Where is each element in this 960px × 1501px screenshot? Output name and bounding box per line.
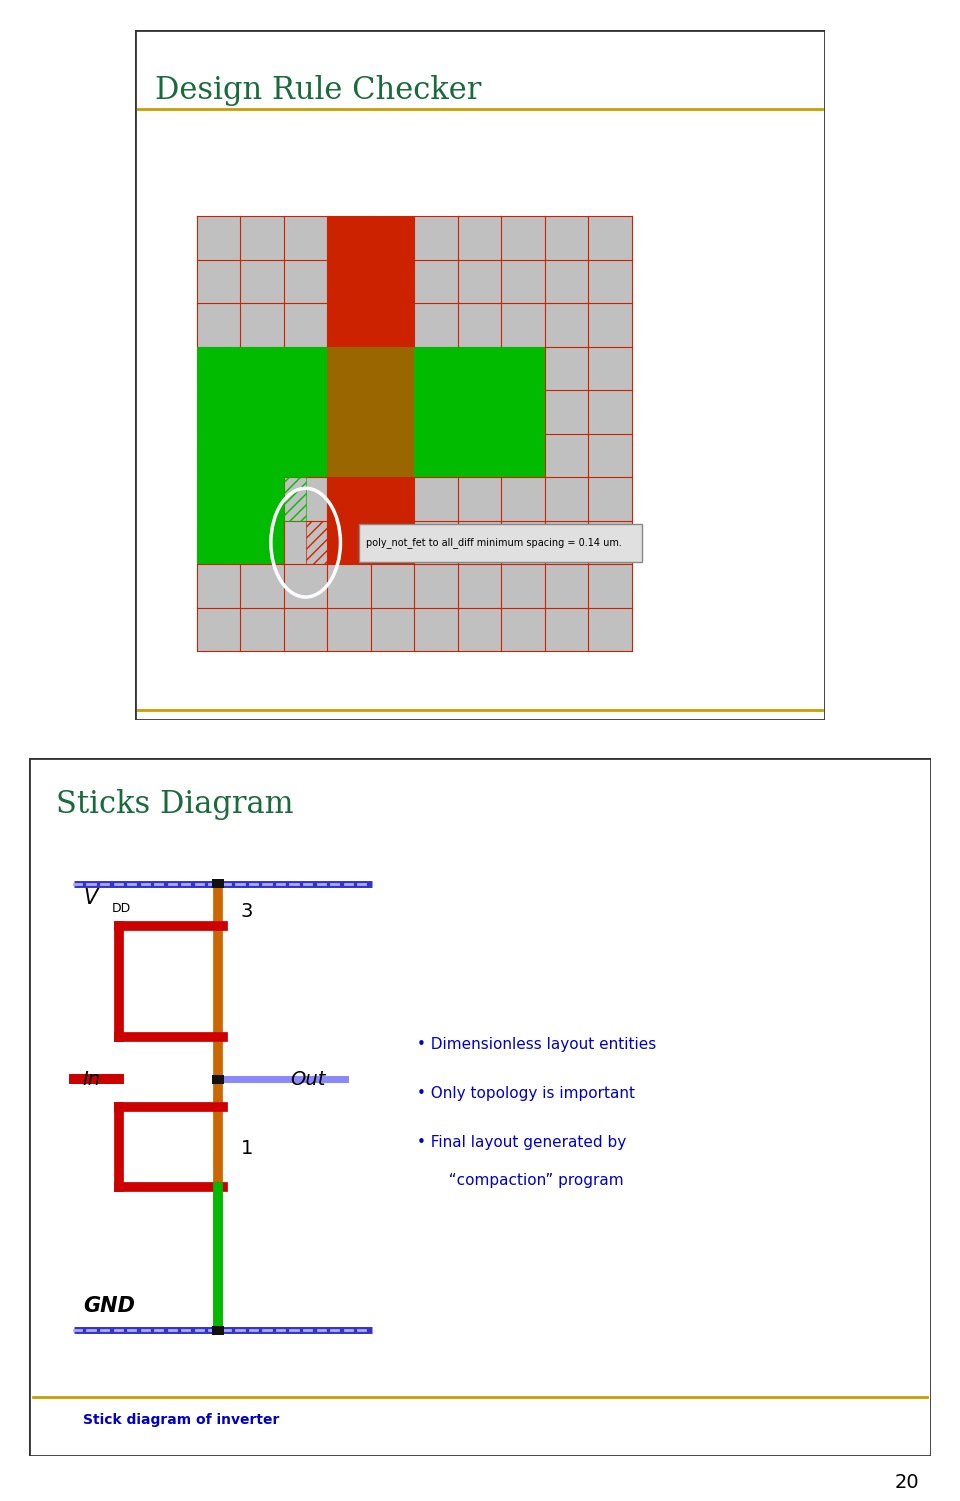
Bar <box>197 347 545 477</box>
FancyBboxPatch shape <box>359 524 642 561</box>
Text: • Only topology is important: • Only topology is important <box>417 1087 635 1102</box>
Bar <box>305 521 327 564</box>
Text: $V$: $V$ <box>83 887 101 908</box>
Bar <box>197 216 632 651</box>
Text: 20: 20 <box>895 1472 920 1492</box>
Text: • Final layout generated by: • Final layout generated by <box>417 1135 626 1150</box>
Bar <box>212 880 225 889</box>
Text: Design Rule Checker: Design Rule Checker <box>156 75 482 107</box>
FancyBboxPatch shape <box>134 30 826 720</box>
Text: In: In <box>83 1070 101 1088</box>
Bar <box>284 477 305 521</box>
Text: Out: Out <box>291 1070 325 1088</box>
Bar <box>327 216 415 434</box>
Bar <box>212 1325 225 1334</box>
Bar <box>327 477 415 564</box>
Text: “compaction” program: “compaction” program <box>440 1174 624 1189</box>
Text: • Dimensionless layout entities: • Dimensionless layout entities <box>417 1037 656 1052</box>
Bar <box>212 1075 225 1084</box>
Bar <box>197 477 284 564</box>
Text: DD: DD <box>111 902 132 914</box>
Text: Sticks Diagram: Sticks Diagram <box>56 790 294 821</box>
FancyBboxPatch shape <box>29 758 931 1456</box>
Text: GND: GND <box>83 1295 135 1316</box>
Bar <box>327 347 415 477</box>
Text: 1: 1 <box>241 1139 253 1159</box>
Text: 3: 3 <box>241 902 253 922</box>
Text: poly_not_fet to all_diff minimum spacing = 0.14 um.: poly_not_fet to all_diff minimum spacing… <box>366 537 621 548</box>
Text: Stick diagram of inverter: Stick diagram of inverter <box>83 1412 279 1426</box>
